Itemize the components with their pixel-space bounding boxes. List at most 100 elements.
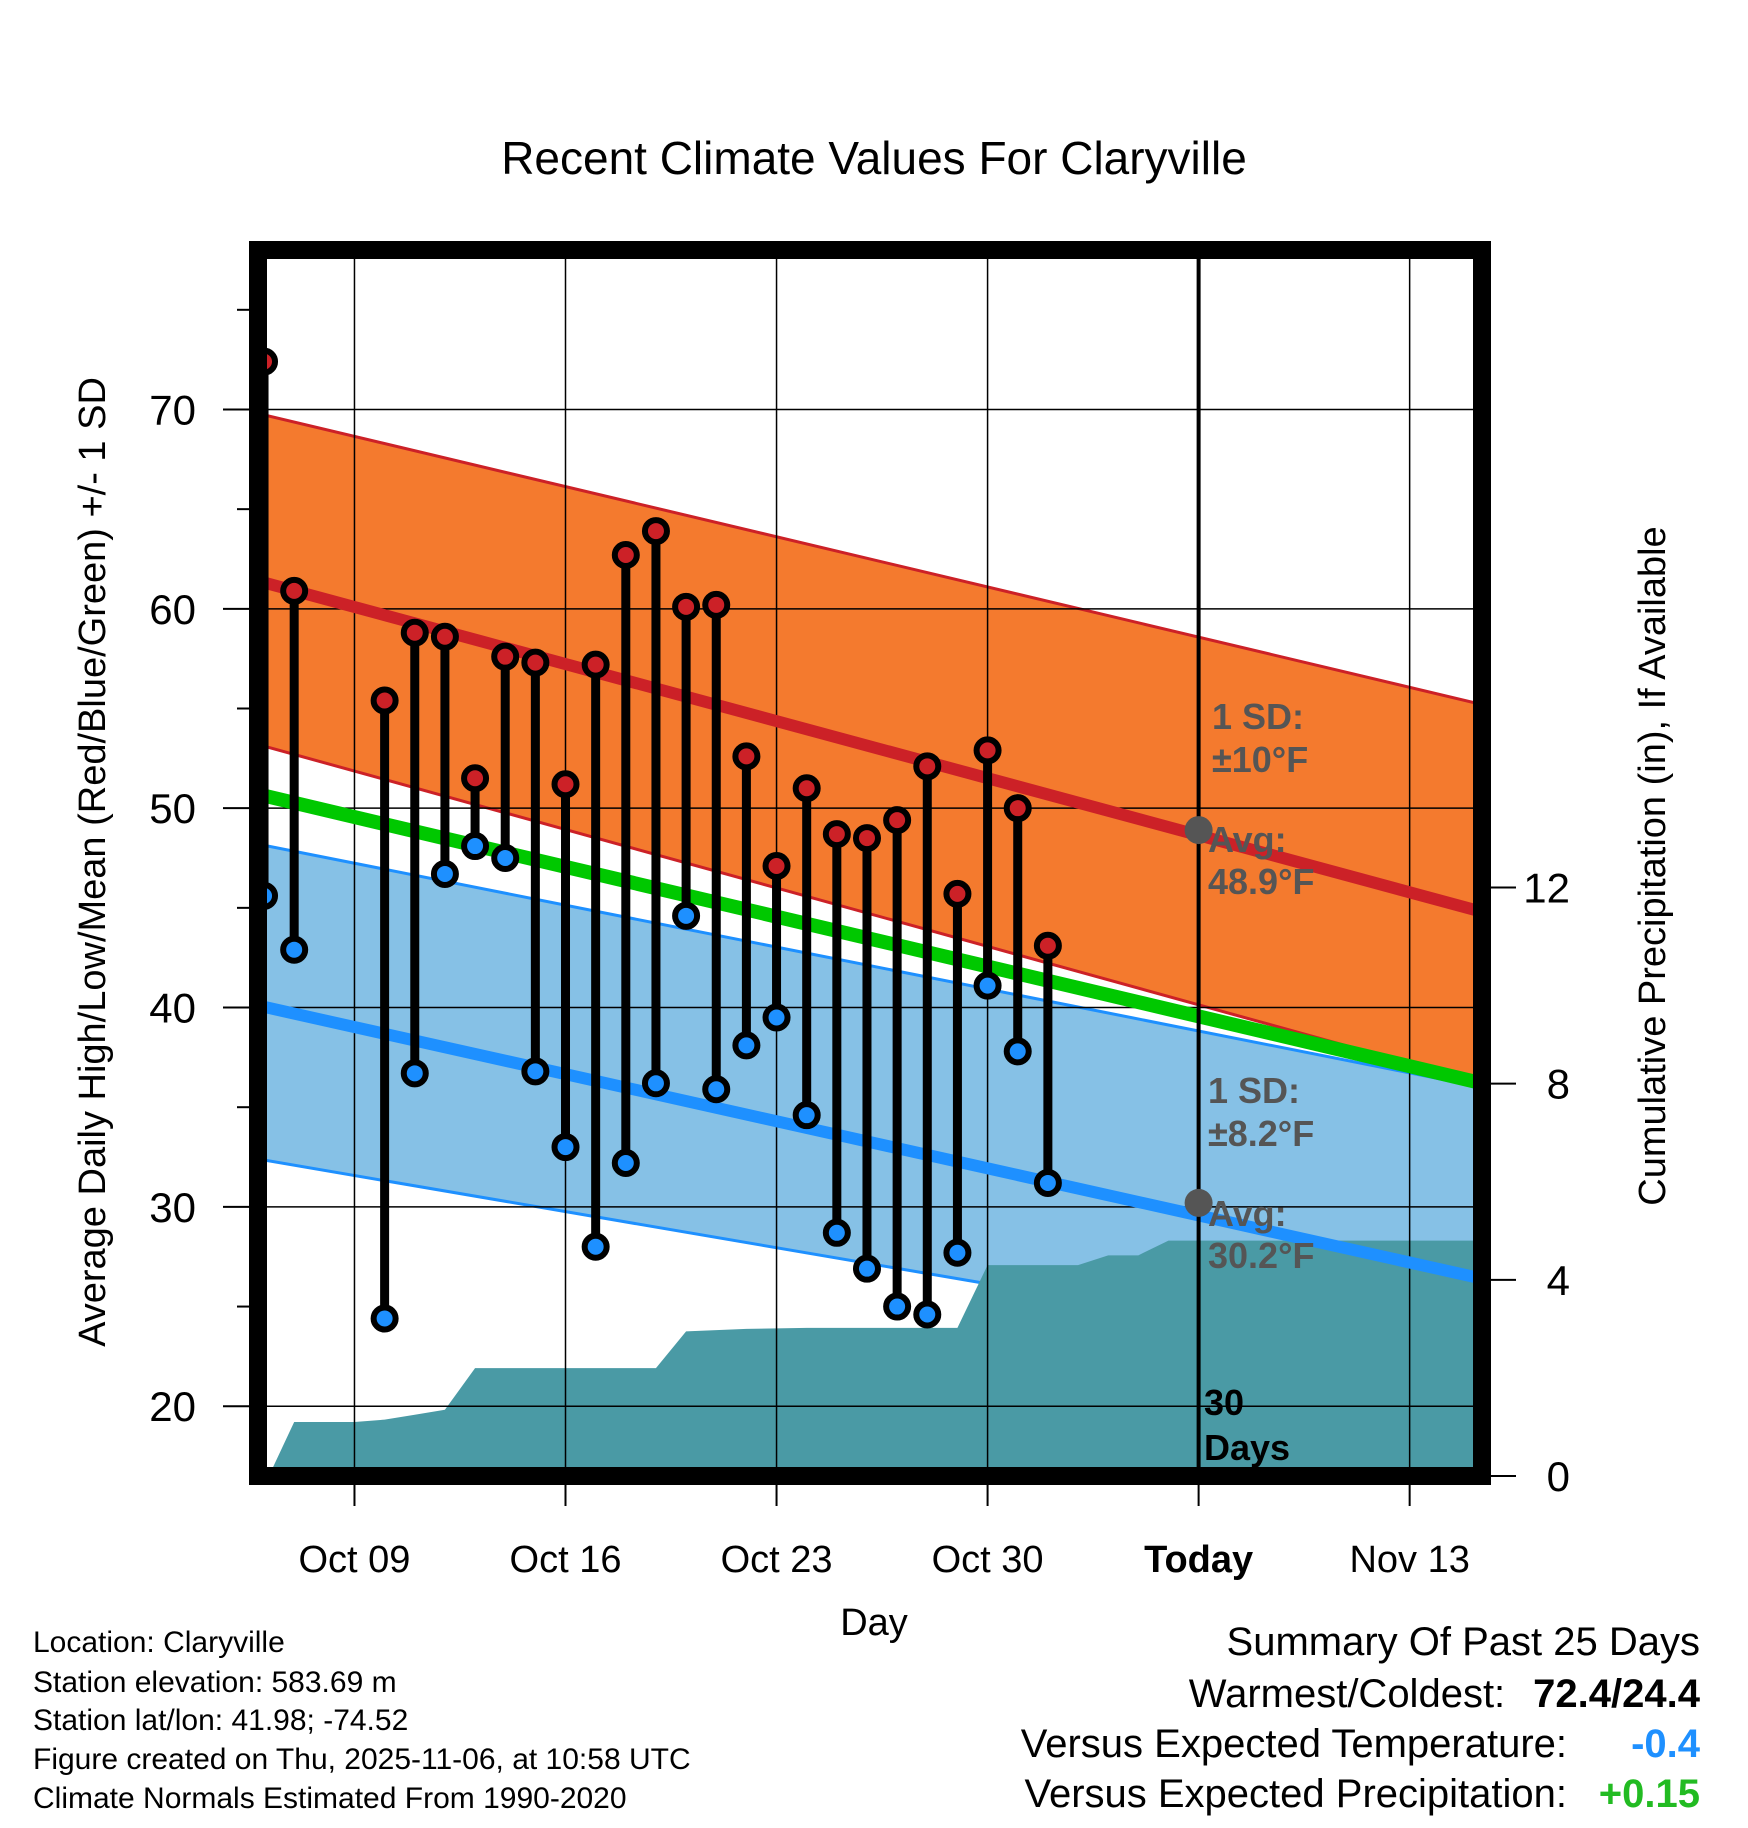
x-axis-label: Day — [840, 1602, 908, 1644]
daily-high-point — [1033, 931, 1062, 960]
low-sd-value: ±8.2°F — [1208, 1113, 1314, 1154]
daily-high-point — [672, 592, 701, 621]
y-right-tick-label: 4 — [1547, 1257, 1570, 1304]
low-sd-label: 1 SD: — [1208, 1070, 1300, 1111]
daily-high-point — [943, 879, 972, 908]
low-avg-value: 30.2°F — [1208, 1235, 1314, 1276]
info-latlon: Station lat/lon: 41.98; -74.52 — [33, 1704, 409, 1737]
daily-low-point — [491, 844, 520, 873]
daily-high-point — [430, 622, 459, 651]
daily-low-point — [641, 1069, 670, 1098]
daily-low-point — [400, 1059, 429, 1088]
high-normal-line — [258, 575, 1482, 918]
y-tick-label: 30 — [149, 1184, 196, 1231]
y-tick-label: 40 — [149, 985, 196, 1032]
summary-temp: Versus Expected Temperature: -0.4 — [1021, 1722, 1700, 1767]
y-tick-label: 70 — [149, 386, 196, 433]
y-axis-label: Average Daily High/Low/Mean (Red/Blue/Gr… — [72, 377, 114, 1347]
x-tick-label: Today — [1144, 1539, 1253, 1581]
x-tick-label: Oct 23 — [721, 1539, 833, 1581]
daily-low-point — [370, 1304, 399, 1333]
daily-high-point — [1003, 794, 1032, 823]
window-days-label: Days — [1204, 1427, 1290, 1468]
plot-area — [258, 250, 1482, 1476]
precipitation-area — [258, 1240, 1482, 1476]
high-sd-value: ±10°F — [1212, 739, 1308, 780]
y-right-tick-label: 12 — [1523, 865, 1570, 912]
daily-high-point — [852, 824, 881, 853]
daily-high-point — [581, 650, 610, 679]
y-right-tick-label: 0 — [1547, 1453, 1570, 1500]
y-tick-label: 20 — [149, 1383, 196, 1430]
daily-high-point — [913, 752, 942, 781]
high-avg-marker — [1184, 816, 1213, 845]
daily-low-point — [1003, 1037, 1032, 1066]
y-right-tick-label: 8 — [1547, 1061, 1570, 1108]
plot-frame — [249, 241, 1491, 1485]
summary-temp-label: Versus Expected Temperature: — [1020, 1722, 1567, 1766]
info-elevation: Station elevation: 583.69 m — [33, 1666, 397, 1699]
x-tick-label: Oct 30 — [932, 1539, 1044, 1581]
x-tick-label: Oct 16 — [510, 1539, 622, 1581]
daily-high-point — [641, 517, 670, 546]
low-avg-marker — [1184, 1188, 1213, 1217]
daily-low-point — [521, 1057, 550, 1086]
high-sd-label: 1 SD: — [1212, 696, 1304, 737]
daily-low-point — [430, 859, 459, 888]
daily-low-point — [943, 1238, 972, 1267]
daily-high-point — [732, 742, 761, 771]
daily-high-point — [491, 642, 520, 671]
y-axis-right-label: Cumulative Precipitation (in), If Availa… — [1632, 526, 1674, 1205]
x-tick-label: Oct 09 — [298, 1539, 410, 1581]
daily-low-point — [280, 935, 309, 964]
y-tick-label: 60 — [149, 586, 196, 633]
daily-low-point — [792, 1101, 821, 1130]
info-normals: Climate Normals Estimated From 1990-2020 — [33, 1782, 627, 1815]
daily-high-point — [370, 686, 399, 715]
summary-temp-value: -0.4 — [1631, 1722, 1700, 1766]
chart-title: Recent Climate Values For Claryville — [501, 132, 1247, 184]
daily-high-point — [762, 851, 791, 880]
summary-precip-label: Versus Expected Precipitation: — [1024, 1772, 1567, 1816]
daily-low-point — [551, 1133, 580, 1162]
axes: 20 30 40 50 60 70 0 4 8 12 Oct 09 Oct 16 Oct 23 Oct 3… — [149, 308, 1570, 1581]
daily-high-point — [883, 806, 912, 835]
info-location: Location: Claryville — [33, 1626, 285, 1659]
summary-precip: Versus Expected Precipitation: +0.15 — [1024, 1772, 1700, 1817]
summary-precip-value: +0.15 — [1598, 1772, 1700, 1816]
summary-extremes: Warmest/Coldest: 72.4/24.4 — [1189, 1672, 1700, 1717]
low-avg-label: Avg: — [1208, 1193, 1287, 1234]
y-tick-label: 50 — [149, 785, 196, 832]
daily-low-point — [611, 1149, 640, 1178]
annotations: 1 SD: ±10°F Avg: 48.9°F 1 SD: ±8.2°F Avg… — [1204, 696, 1314, 1468]
daily-low-point — [732, 1031, 761, 1060]
daily-high-point — [973, 736, 1002, 765]
daily-low-point — [822, 1218, 851, 1247]
daily-high-point — [521, 648, 550, 677]
daily-low-point — [1033, 1168, 1062, 1197]
daily-low-point — [702, 1075, 731, 1104]
window-days-number: 30 — [1204, 1382, 1244, 1423]
daily-low-point — [913, 1300, 942, 1329]
daily-high-point — [551, 770, 580, 799]
daily-observations — [258, 347, 1062, 1333]
info-created: Figure created on Thu, 2025-11-06, at 10… — [33, 1743, 691, 1776]
daily-high-point — [400, 618, 429, 647]
high-sd-upper-line — [258, 412, 1482, 706]
daily-low-point — [581, 1232, 610, 1261]
daily-low-point — [852, 1254, 881, 1283]
daily-high-point — [822, 820, 851, 849]
daily-low-point — [672, 901, 701, 930]
daily-low-point — [461, 832, 490, 861]
summary-extremes-value: 72.4/24.4 — [1533, 1672, 1700, 1716]
high-avg-label: Avg: — [1208, 819, 1287, 860]
daily-low-point — [973, 971, 1002, 1000]
daily-high-point — [461, 764, 490, 793]
daily-low-point — [762, 1003, 791, 1032]
summary-title: Summary Of Past 25 Days — [1226, 1620, 1700, 1664]
daily-low-point — [883, 1292, 912, 1321]
daily-high-point — [792, 774, 821, 803]
x-tick-label: Nov 13 — [1349, 1539, 1469, 1581]
summary-extremes-label: Warmest/Coldest: — [1188, 1672, 1506, 1716]
